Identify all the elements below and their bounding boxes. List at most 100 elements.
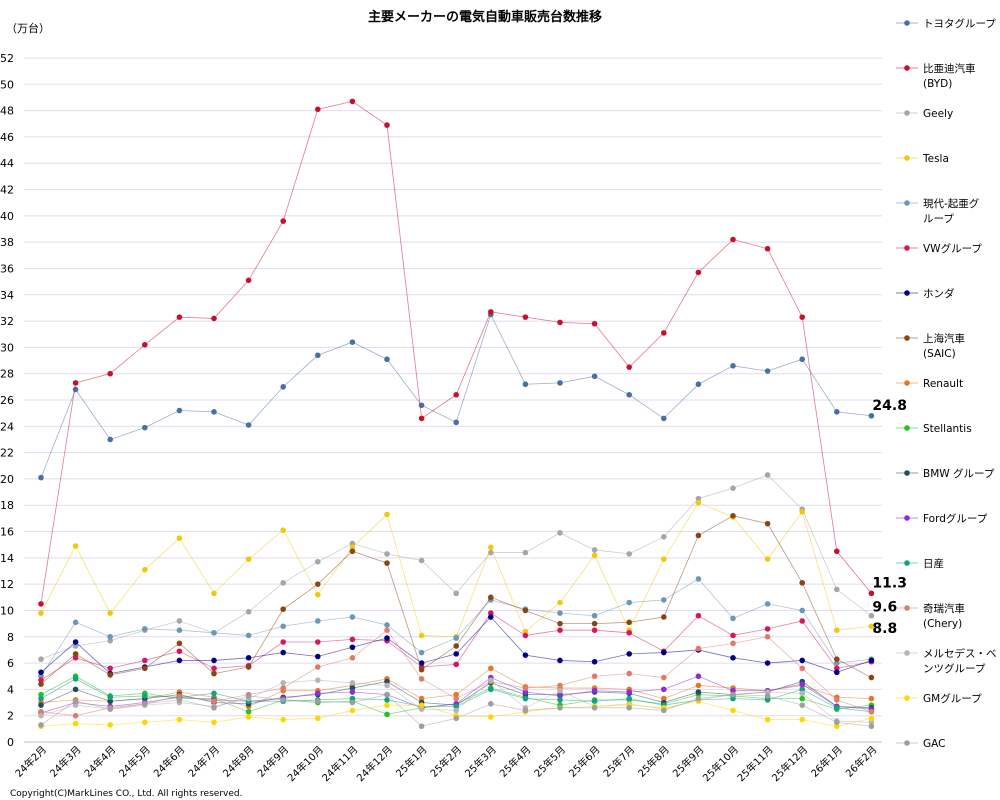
data-point [626, 630, 632, 636]
data-point [384, 702, 390, 708]
legend-label: 現代-起亜グ [923, 197, 980, 210]
data-point [107, 698, 113, 705]
data-point [280, 685, 287, 691]
data-point [626, 619, 632, 626]
data-point [764, 520, 771, 527]
legend-item: VWグループ [896, 242, 982, 255]
x-tick-label: 24年8月 [220, 743, 257, 780]
data-point [142, 566, 148, 573]
y-tick-label: 2 [7, 710, 14, 723]
data-point [107, 722, 113, 728]
data-point [868, 708, 875, 715]
legend-label: 奇瑞汽車 [923, 602, 965, 615]
data-point [557, 610, 563, 616]
data-point [384, 356, 390, 363]
data-point [107, 610, 113, 616]
data-point [522, 628, 529, 635]
data-point [834, 656, 840, 662]
series-line [40, 502, 872, 638]
series-line [40, 474, 872, 660]
data-point [176, 618, 183, 624]
data-point [695, 381, 702, 388]
data-point [245, 422, 252, 428]
data-point [799, 665, 805, 672]
data-point [38, 695, 44, 702]
data-point [557, 530, 563, 536]
data-point [626, 599, 632, 606]
data-point [176, 657, 183, 664]
data-point [280, 218, 287, 224]
data-point [107, 665, 113, 672]
data-point [418, 649, 425, 656]
data-point [730, 615, 736, 622]
data-point [764, 693, 771, 699]
data-point [315, 690, 321, 697]
data-point [661, 614, 667, 620]
data-point [453, 707, 460, 714]
data-point [591, 698, 598, 705]
x-tick-label: 24年7月 [185, 743, 222, 780]
data-point [488, 686, 494, 693]
legend-marker [904, 110, 910, 116]
data-point [764, 472, 771, 478]
data-point [488, 594, 494, 601]
data-point [142, 657, 148, 664]
data-point [626, 364, 632, 370]
legend-marker [904, 425, 910, 431]
data-point [349, 707, 356, 714]
y-tick-label: 0 [7, 736, 14, 749]
data-point [211, 670, 217, 677]
data-point [72, 380, 79, 386]
data-point [280, 697, 287, 703]
data-point [453, 703, 460, 710]
data-point [38, 610, 44, 616]
legend-label: (SAIC) [923, 348, 956, 360]
legend-marker [904, 650, 910, 656]
y-tick-label: 44 [0, 157, 14, 170]
legend-label: ンツグループ [923, 662, 986, 675]
data-series [38, 98, 875, 730]
series-group [38, 98, 875, 607]
data-point [384, 678, 390, 685]
y-tick-label: 18 [0, 499, 14, 512]
data-point [142, 701, 148, 707]
copyright-text: Copyright(C)MarkLines CO., Ltd. All righ… [10, 789, 242, 799]
legend-marker [904, 65, 910, 71]
data-point [695, 269, 702, 276]
legend-label: VWグループ [923, 242, 982, 255]
y-tick-label: 32 [0, 315, 14, 328]
data-point [799, 686, 805, 693]
x-tick-label: 24年10月 [285, 743, 326, 784]
data-point [453, 661, 460, 668]
y-tick-label: 34 [0, 289, 14, 302]
data-point [591, 658, 598, 665]
axes: 0246810121416182022242628303234363840424… [0, 52, 880, 784]
data-point [730, 236, 736, 243]
data-point [211, 705, 217, 711]
data-point [245, 632, 252, 639]
y-tick-label: 28 [0, 368, 14, 381]
end-value-label: 8.8 [872, 621, 897, 637]
legend-label: ループ [923, 213, 954, 225]
data-point [764, 689, 771, 695]
data-point [315, 698, 321, 705]
legend-marker [904, 515, 910, 521]
data-point [522, 314, 529, 320]
data-point [245, 277, 252, 284]
data-point [557, 620, 563, 627]
y-tick-label: 14 [0, 552, 14, 565]
data-point [349, 644, 356, 651]
data-point [349, 680, 356, 686]
data-point [245, 556, 252, 562]
data-point [280, 680, 287, 686]
x-tick-label: 24年12月 [354, 743, 395, 784]
data-point [72, 676, 79, 682]
data-point [384, 551, 390, 557]
data-point [38, 656, 44, 662]
legend-label: GMグループ [923, 692, 982, 705]
data-point [834, 660, 840, 666]
data-point [453, 651, 460, 657]
legend-marker [904, 560, 910, 566]
y-tick-label: 12 [0, 578, 14, 591]
